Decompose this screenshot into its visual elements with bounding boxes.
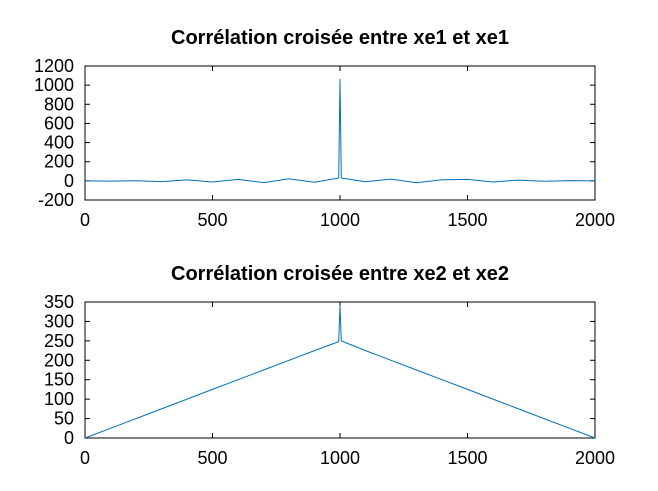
- chart-panel-bottom: Corrélation croisée entre xe2 et xe2 0 50…: [44, 263, 615, 468]
- x-tick-label-top: 2000: [575, 210, 615, 230]
- series-line-bottom: [84, 305, 596, 439]
- axis-ticks-top: 0 500 1000 1500 2000-20002004006008001000120…: [34, 56, 615, 230]
- x-tick-label-bottom: 2000: [575, 448, 615, 468]
- y-tick-label-bottom: 250: [44, 331, 74, 351]
- x-tick-label-bottom: 1500: [447, 448, 487, 468]
- x-tick-label-top: 0: [80, 210, 90, 230]
- chart-panel-top: Corrélation croisée entre xe1 et xe1 0 50…: [34, 27, 615, 230]
- x-tick-label-top: 500: [197, 210, 227, 230]
- y-tick-label-bottom: 300: [44, 311, 74, 331]
- y-tick-label-top: 600: [44, 113, 74, 133]
- y-tick-label-bottom: 350: [44, 292, 74, 312]
- x-tick-label-bottom: 0: [80, 448, 90, 468]
- y-tick-label-top: 0: [64, 171, 74, 191]
- x-tick-label-top: 1000: [320, 210, 360, 230]
- series-line-top: [84, 78, 596, 184]
- y-tick-label-top: 1200: [34, 56, 74, 76]
- chart-title-top: Corrélation croisée entre xe1 et xe1: [171, 27, 509, 49]
- x-tick-label-bottom: 500: [197, 448, 227, 468]
- y-tick-label-bottom: 50: [54, 409, 74, 429]
- x-tick-label-top: 1500: [447, 210, 487, 230]
- y-tick-label-top: 400: [44, 133, 74, 153]
- chart-title-bottom: Corrélation croisée entre xe2 et xe2: [171, 263, 509, 285]
- x-tick-label-bottom: 1000: [320, 448, 360, 468]
- y-tick-label-top: 1000: [34, 75, 74, 95]
- y-tick-label-bottom: 200: [44, 350, 74, 370]
- y-tick-label-bottom: 150: [44, 370, 74, 390]
- y-tick-label-top: 200: [44, 152, 74, 172]
- y-tick-label-top: -200: [38, 190, 74, 210]
- y-tick-label-bottom: 100: [44, 389, 74, 409]
- y-tick-label-top: 800: [44, 94, 74, 114]
- y-tick-label-bottom: 0: [64, 428, 74, 448]
